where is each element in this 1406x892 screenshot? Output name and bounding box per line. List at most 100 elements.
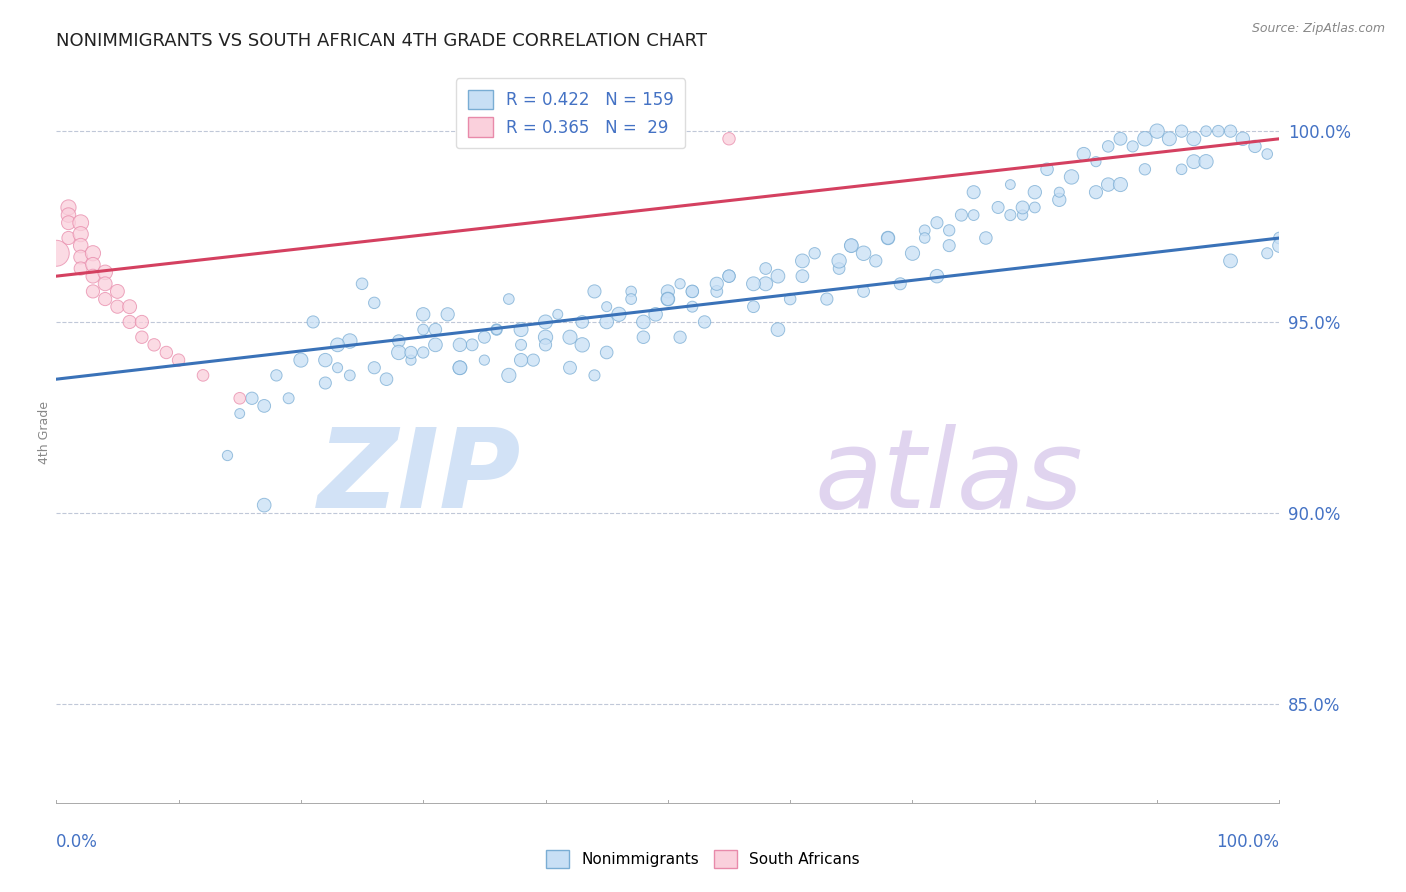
Point [94,277,117,291]
Point [449,360,471,375]
Point [583,285,606,299]
Point [938,238,960,252]
Point [191,368,214,383]
Point [58,231,80,245]
Point [877,231,900,245]
Point [901,246,924,260]
Point [1047,193,1070,207]
Point [669,330,692,344]
Point [803,246,825,260]
Point [388,345,411,359]
Point [534,338,557,352]
Point [914,231,936,245]
Point [82,258,104,272]
Point [766,269,789,284]
Point [1047,185,1070,199]
Point [1085,154,1108,169]
Point [547,307,569,321]
Point [815,292,838,306]
Point [558,360,581,375]
Point [69,261,91,276]
Point [228,407,252,421]
Point [583,368,606,383]
Point [253,399,276,413]
Point [1256,246,1278,260]
Point [449,360,471,375]
Point [1122,139,1144,153]
Point [510,322,533,336]
Point [534,315,557,329]
Point [1206,124,1229,138]
Point [706,277,728,291]
Point [485,322,508,336]
Point [1011,201,1033,215]
Point [45,246,67,260]
Point [889,277,911,291]
Point [253,498,276,512]
Point [1109,132,1132,146]
Point [326,338,349,352]
Point [779,292,801,306]
Point [742,300,765,314]
Point [1097,139,1119,153]
Point [82,269,104,284]
Point [792,253,814,268]
Point [58,201,80,215]
Point [399,345,422,359]
Point [950,208,973,222]
Point [620,285,643,299]
Point [472,330,496,344]
Point [571,315,593,329]
Text: NONIMMIGRANTS VS SOUTH AFRICAN 4TH GRADE CORRELATION CHART: NONIMMIGRANTS VS SOUTH AFRICAN 4TH GRADE… [56,32,707,50]
Point [302,315,325,329]
Point [681,300,703,314]
Point [706,285,728,299]
Point [1073,147,1095,161]
Point [1146,124,1168,138]
Point [596,300,619,314]
Point [877,231,900,245]
Point [94,292,117,306]
Point [1085,185,1108,199]
Point [1195,154,1218,169]
Point [1170,162,1192,177]
Point [571,338,593,352]
Point [498,292,520,306]
Point [412,307,434,321]
Point [693,315,716,329]
Point [1219,124,1241,138]
Point [841,238,863,252]
Point [766,322,789,336]
Point [974,231,997,245]
Point [1256,147,1278,161]
Point [1182,132,1205,146]
Point [865,253,887,268]
Point [69,227,91,242]
Point [339,334,361,348]
Point [718,269,741,284]
Point [412,322,434,336]
Point [1109,178,1132,192]
Point [852,285,875,299]
Point [657,285,679,299]
Point [82,285,104,299]
Point [131,315,153,329]
Point [461,338,484,352]
Point [58,216,80,230]
Point [644,307,666,321]
Point [375,372,398,386]
Point [143,338,166,352]
Point [987,201,1010,215]
Text: 100.0%: 100.0% [1216,833,1279,851]
Point [828,253,851,268]
Point [620,292,643,306]
Point [1036,162,1059,177]
Point [657,292,679,306]
Point [107,285,129,299]
Point [852,246,875,260]
Point [1060,169,1083,184]
Text: atlas: atlas [814,424,1083,531]
Point [1024,201,1046,215]
Point [118,315,141,329]
Point [69,238,91,252]
